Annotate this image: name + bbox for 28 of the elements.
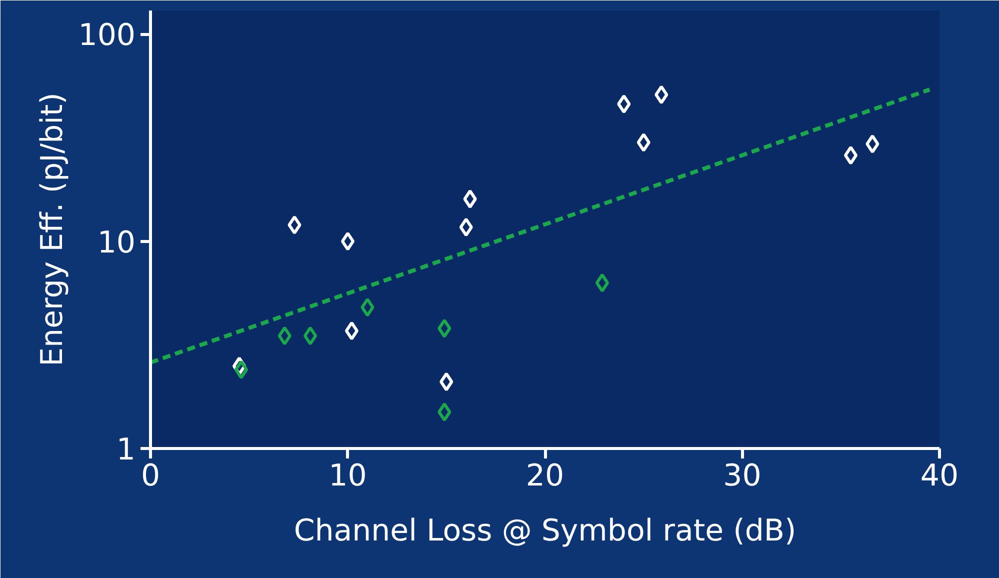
point (440, 372, 454, 392)
point (340, 232, 355, 251)
point (636, 132, 650, 152)
point (595, 273, 610, 292)
point (288, 215, 302, 234)
point (278, 326, 292, 346)
x-tick-label: 30 (723, 458, 762, 494)
y-tick-label: 10 (97, 225, 136, 260)
point (360, 298, 374, 317)
point (459, 218, 473, 237)
point (438, 318, 452, 338)
x-tick-label: 20 (526, 458, 564, 494)
x-tick-label: 40 (920, 458, 959, 494)
point (234, 360, 248, 380)
x-tick-label: 0 (140, 458, 160, 494)
point (617, 94, 631, 114)
point (303, 326, 318, 346)
x-axis-title: Channel Loss @ Symbol rate (dB) (294, 514, 796, 548)
point (844, 146, 858, 165)
point (654, 85, 668, 104)
point (866, 134, 880, 154)
point (463, 190, 477, 209)
y-axis-title: Energy Eff. (pJ/bit) (35, 92, 70, 366)
y-tick-label: 100 (78, 18, 136, 54)
point (344, 321, 359, 340)
x-tick-label: 10 (328, 458, 367, 494)
point (438, 402, 452, 422)
y-tick-label: 1 (116, 432, 136, 468)
